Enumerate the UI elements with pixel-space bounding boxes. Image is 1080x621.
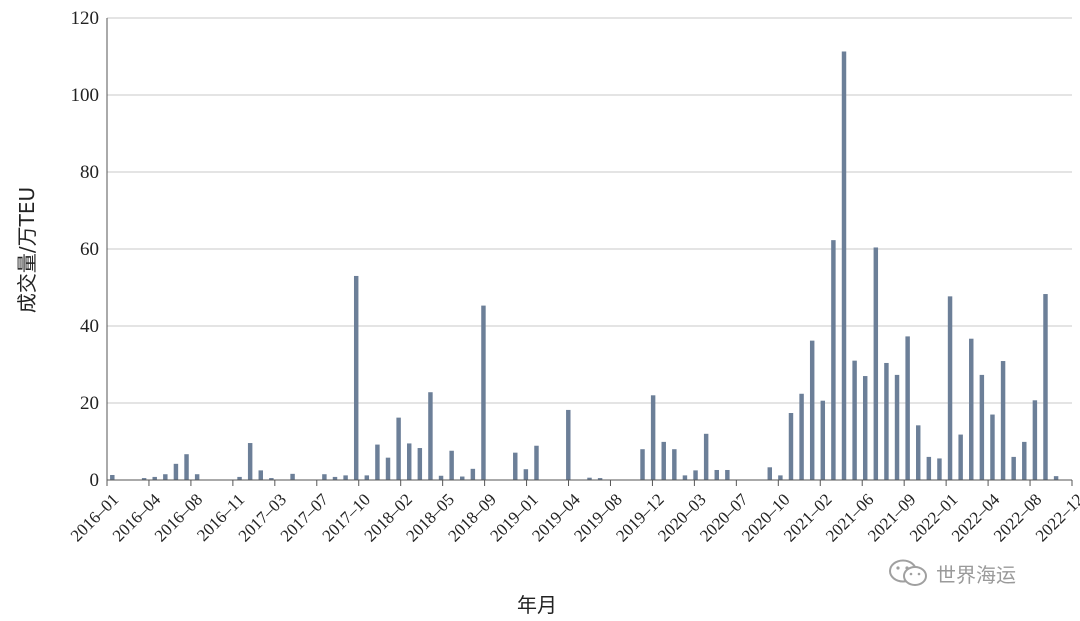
x-tick-labels: 2016–012016–042016–082016–112017–032017–… [67, 480, 1080, 545]
bar [650, 395, 656, 480]
bar [513, 452, 518, 480]
bar [714, 469, 719, 480]
bar [682, 475, 688, 480]
bar [141, 478, 147, 480]
bar [470, 468, 476, 480]
bar [862, 376, 868, 480]
bar [640, 449, 645, 480]
bars [110, 51, 1059, 481]
bar [332, 476, 338, 480]
bar [884, 362, 889, 480]
bar [926, 456, 932, 480]
watermark-text: 世界海运 [936, 562, 1016, 587]
bar [937, 458, 942, 480]
bar [396, 417, 401, 480]
bar [290, 473, 295, 480]
bar [990, 414, 995, 480]
bar [1043, 294, 1048, 480]
bar [905, 336, 910, 480]
bar [194, 474, 200, 480]
y-tick-label: 0 [90, 470, 100, 491]
bar [969, 338, 974, 480]
x-axis-title: 年月 [517, 593, 557, 617]
bar [152, 476, 157, 480]
bar [1022, 441, 1027, 480]
bar [385, 457, 391, 480]
bar [428, 392, 433, 480]
bar [916, 425, 921, 480]
bar [820, 400, 826, 480]
bar [725, 469, 730, 480]
bar [852, 360, 857, 480]
y-tick-label: 80 [80, 162, 99, 183]
grid-lines [107, 17, 1072, 404]
bar [460, 476, 465, 480]
axes [106, 18, 1072, 481]
y-tick-label: 40 [80, 316, 99, 337]
bar [958, 434, 963, 480]
bar [799, 393, 804, 480]
bar [947, 296, 953, 480]
bar [110, 474, 115, 480]
bar [873, 247, 879, 480]
bar [237, 476, 242, 480]
bar [269, 478, 274, 480]
bar [534, 445, 539, 480]
bar [406, 443, 412, 480]
wechat-icon [889, 559, 927, 586]
bar [184, 454, 189, 480]
bar [523, 469, 529, 480]
bar [364, 475, 370, 480]
bar [1000, 361, 1006, 480]
bar [979, 374, 985, 480]
bar [703, 433, 709, 480]
y-tick-label: 120 [71, 8, 100, 29]
bar [809, 340, 815, 480]
bar [894, 374, 900, 480]
bar [767, 467, 773, 480]
bar [788, 413, 794, 480]
bar [778, 475, 783, 480]
bar [693, 470, 698, 480]
bar [438, 475, 444, 480]
bar [353, 275, 359, 480]
bar [597, 478, 603, 480]
bar [163, 474, 168, 480]
bar [343, 475, 348, 480]
bar [1032, 400, 1038, 480]
bar [1053, 476, 1059, 480]
y-tick-labels: 0 20 40 60 80 100 120 [71, 8, 100, 491]
bar [322, 474, 327, 480]
y-tick-label: 60 [80, 239, 99, 260]
watermark: 世界海运 [888, 558, 1016, 588]
bar [417, 448, 423, 480]
bar [173, 463, 179, 480]
bar [841, 51, 847, 481]
bar [831, 240, 836, 480]
bar [481, 305, 486, 480]
y-tick-label: 100 [71, 85, 100, 106]
y-axis-title: 成交量/万TEU [15, 187, 39, 313]
bar [1011, 456, 1016, 480]
bar [258, 470, 263, 480]
bar [661, 441, 666, 480]
bar [566, 409, 571, 480]
y-tick-label: 20 [80, 393, 99, 414]
bar [247, 443, 253, 480]
bar [449, 450, 454, 480]
bar [375, 444, 380, 480]
bar [672, 449, 677, 480]
bar [587, 477, 592, 480]
